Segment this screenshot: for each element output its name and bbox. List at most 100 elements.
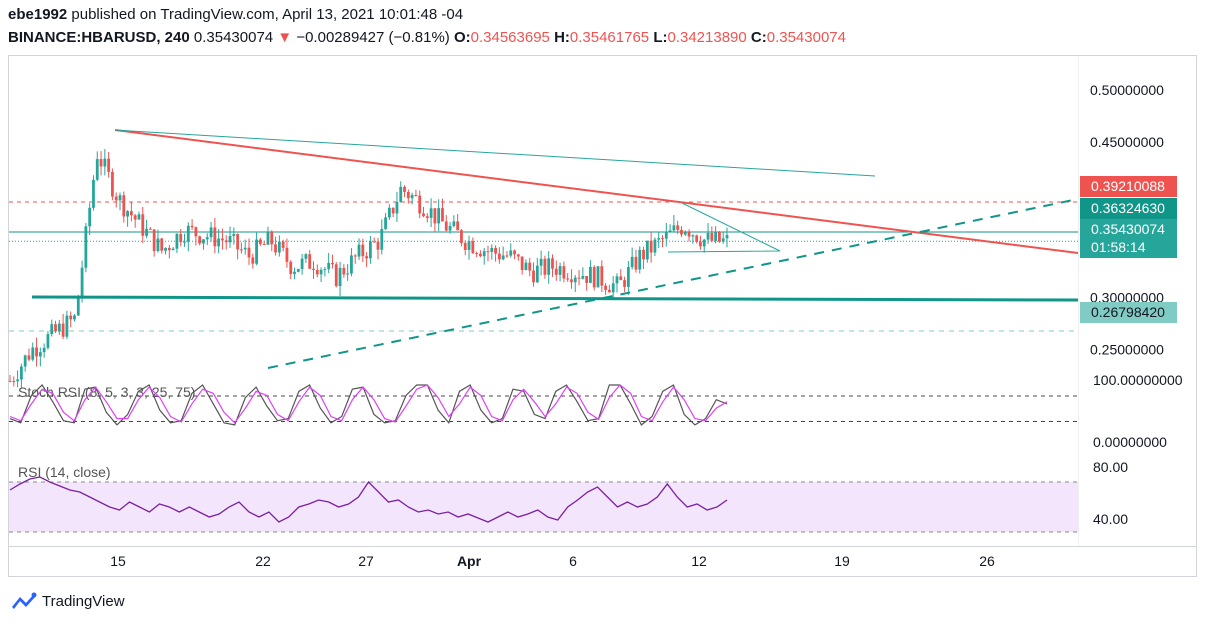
candle-body: [353, 255, 357, 257]
candle-body: [368, 241, 372, 259]
tradingview-brand[interactable]: TradingView: [10, 590, 125, 612]
candle-body: [240, 249, 243, 251]
candle-body: [221, 238, 224, 241]
candle-body: [566, 278, 570, 280]
price-label-text: 0.36324630: [1091, 200, 1165, 216]
candle-body: [433, 208, 437, 224]
candle-body: [258, 239, 262, 244]
candle-body: [448, 225, 452, 231]
candle-body: [680, 229, 683, 235]
candle-body: [194, 227, 198, 237]
candle-body: [471, 241, 475, 254]
candle-body: [387, 207, 391, 218]
candle-body: [308, 254, 312, 269]
candle-body: [611, 283, 615, 293]
stoch-d-line: [9, 384, 728, 424]
time-tick-label: 27: [358, 553, 374, 569]
candle-body: [570, 279, 573, 283]
candle-body: [205, 237, 209, 240]
candle-body: [497, 253, 501, 260]
candle-body: [524, 262, 528, 271]
price-label-badge: [1080, 302, 1177, 323]
candle-body: [167, 247, 171, 251]
candle-body: [270, 232, 274, 245]
candle-body: [710, 232, 714, 241]
candle-body: [255, 239, 258, 264]
candle-body: [12, 380, 16, 382]
candle-body: [69, 315, 73, 320]
candle-body: [551, 258, 554, 269]
candle-body: [107, 158, 111, 172]
price-label-text: 0.39210088: [1091, 178, 1165, 194]
rsi-axis-label: 80.00: [1093, 459, 1128, 475]
candle-body: [293, 271, 296, 274]
candle-body: [350, 255, 353, 274]
candle-body: [577, 277, 581, 279]
candle-body: [281, 241, 285, 248]
down-arrow-icon: ▼: [277, 29, 293, 46]
candle-body: [42, 347, 46, 353]
candle-body: [133, 215, 137, 220]
candle-body: [46, 334, 50, 348]
candle-body: [19, 366, 23, 380]
candle-body: [175, 233, 179, 249]
rsi-band-fill: [9, 482, 1078, 532]
candle-body: [346, 273, 350, 275]
candle-body: [456, 221, 460, 231]
candle-body: [357, 244, 361, 257]
candle-body: [277, 241, 281, 253]
candle-body: [76, 295, 80, 316]
candle-body: [296, 269, 300, 272]
candle-body: [482, 251, 486, 257]
candle-body: [528, 262, 532, 271]
candle-body: [129, 211, 133, 216]
published-text: published on TradingView.com, April 13, …: [71, 6, 464, 23]
candle-body: [391, 207, 395, 214]
candle-body: [581, 276, 585, 279]
candle-body: [285, 247, 289, 262]
candle-body: [103, 158, 107, 167]
descending-trendline: [114, 129, 1079, 254]
candle-body: [164, 247, 167, 251]
candle-body: [8, 380, 12, 382]
candle-body: [141, 214, 145, 236]
open-label: O:: [453, 29, 471, 46]
candle-body: [706, 232, 710, 240]
candle-body: [38, 352, 42, 357]
rsi-axis-label: 40.00: [1093, 511, 1128, 527]
publish-line: ebe1992 published on TradingView.com, Ap…: [8, 6, 463, 23]
candle-body: [323, 269, 327, 271]
candle-body: [554, 268, 558, 275]
time-tick-label: 19: [834, 553, 850, 569]
candle-body: [535, 265, 539, 283]
candle-body: [714, 231, 718, 241]
candle-body: [596, 266, 600, 288]
tradingview-logo-icon: [12, 592, 37, 609]
high-label: H:: [554, 29, 570, 46]
candle-body: [642, 249, 645, 260]
horizontal-support-line: [31, 295, 1079, 302]
candle-body: [429, 208, 433, 218]
candle-body: [600, 266, 604, 286]
candle-body: [274, 244, 277, 253]
candle-body: [589, 267, 592, 283]
candle-body: [183, 241, 186, 243]
price-label-text: 0.26798420: [1091, 304, 1165, 320]
candle-body: [171, 248, 175, 251]
candle-body: [547, 258, 551, 275]
candle-body: [562, 266, 566, 279]
price-tick-label: 0.30000000: [1090, 290, 1164, 306]
publisher-username[interactable]: ebe1992: [8, 6, 68, 23]
candle-body: [202, 239, 205, 244]
time-tick-label: 15: [110, 553, 126, 569]
candle-body: [342, 267, 346, 275]
candle-body: [160, 238, 164, 251]
candle-body: [23, 355, 27, 367]
candle-body: [399, 186, 403, 203]
candle-body: [490, 247, 494, 252]
candle-body: [509, 250, 513, 256]
candle-body: [217, 238, 221, 247]
candle-body: [114, 196, 118, 201]
candle-body: [65, 315, 69, 337]
